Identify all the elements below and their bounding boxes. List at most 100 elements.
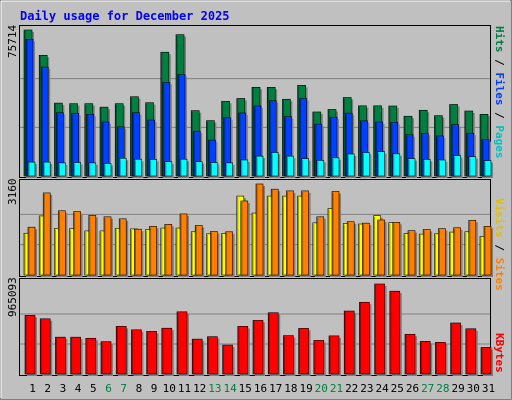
sites-bar bbox=[316, 216, 325, 276]
sites-bar bbox=[377, 219, 385, 276]
pages-bar bbox=[377, 151, 385, 177]
legend-top: Hits / Files / Pages bbox=[493, 26, 506, 159]
kbytes-bar bbox=[39, 318, 51, 375]
sites-bar bbox=[286, 190, 294, 276]
kbytes-bar bbox=[343, 310, 355, 375]
kbytes-bar bbox=[328, 335, 340, 375]
panel-mid bbox=[20, 183, 493, 277]
pages-bar bbox=[164, 161, 173, 177]
pages-bar bbox=[240, 159, 249, 177]
sites-bar bbox=[149, 226, 157, 276]
pages-bar bbox=[149, 159, 157, 177]
kbytes-bar bbox=[161, 327, 173, 375]
sites-bar bbox=[392, 222, 401, 276]
x-tick-label: 9 bbox=[151, 382, 158, 395]
panel-top bbox=[20, 29, 493, 179]
legend-mid: Visits / Sites bbox=[493, 198, 506, 291]
kbytes-bar bbox=[450, 322, 461, 375]
x-tick-label: 8 bbox=[136, 382, 143, 395]
sites-bar bbox=[362, 222, 370, 276]
pages-bar bbox=[483, 160, 492, 177]
sites-bar bbox=[346, 221, 355, 276]
pages-bar bbox=[362, 152, 370, 177]
sites-bar bbox=[240, 200, 249, 276]
kbytes-bar bbox=[100, 341, 112, 375]
sites-bar bbox=[58, 210, 66, 276]
kbytes-bar bbox=[465, 328, 477, 375]
top-max-label: 75714 bbox=[6, 25, 19, 58]
kbytes-bar bbox=[24, 315, 36, 375]
sites-bar bbox=[42, 192, 51, 276]
legend-kbytes: KBytes bbox=[493, 333, 506, 373]
x-tick-label: 14 bbox=[223, 382, 237, 395]
x-tick-label: 26 bbox=[406, 382, 419, 395]
kbytes-bar bbox=[70, 336, 81, 375]
pages-bar bbox=[270, 152, 279, 177]
sites-bar bbox=[331, 191, 340, 276]
sites-bar bbox=[210, 231, 218, 276]
sites-bar bbox=[88, 215, 97, 276]
kbytes-bar bbox=[374, 283, 385, 375]
x-tick-label: 22 bbox=[345, 382, 358, 395]
x-tick-label: 6 bbox=[105, 382, 112, 395]
kbytes-bar bbox=[252, 320, 264, 375]
x-tick-label: 31 bbox=[482, 382, 495, 395]
kbytes-bar bbox=[404, 333, 416, 375]
legend-pages: Pages bbox=[493, 125, 506, 158]
x-tick-label: 21 bbox=[330, 382, 343, 395]
x-tick-label: 28 bbox=[436, 382, 449, 395]
pages-bar bbox=[392, 153, 401, 177]
sites-bar bbox=[164, 224, 173, 276]
kbytes-bar bbox=[85, 337, 97, 375]
legend-hits: Hits bbox=[493, 26, 506, 53]
x-tick-label: 25 bbox=[391, 382, 404, 395]
x-tick-label: 13 bbox=[208, 382, 221, 395]
sites-bar bbox=[27, 226, 36, 276]
kbytes-bar bbox=[480, 347, 492, 375]
x-tick-label: 7 bbox=[120, 382, 127, 395]
kbytes-bar bbox=[298, 328, 309, 375]
x-tick-label: 17 bbox=[269, 382, 282, 395]
pages-bar bbox=[438, 159, 446, 177]
sites-bar bbox=[103, 216, 112, 276]
pages-bar bbox=[103, 163, 112, 177]
sites-bar bbox=[453, 227, 461, 276]
pages-bar bbox=[331, 157, 340, 177]
legend-sites: Sites bbox=[493, 258, 506, 291]
kbytes-bar bbox=[283, 335, 294, 375]
kbytes-bar bbox=[131, 329, 142, 375]
legend-sep-2: / bbox=[493, 112, 506, 119]
x-tick-label: 1 bbox=[29, 382, 36, 395]
pages-bar bbox=[301, 158, 309, 177]
sites-bar bbox=[255, 183, 264, 276]
sites-bar bbox=[118, 218, 127, 276]
bot-max-label: 965093 bbox=[6, 277, 19, 317]
chart-title: Daily usage for December 2025 bbox=[20, 9, 230, 23]
x-tick-label: 16 bbox=[254, 382, 267, 395]
pages-bar bbox=[453, 155, 461, 177]
pages-bar bbox=[422, 159, 431, 177]
kbytes-bar bbox=[207, 336, 218, 375]
pages-bar bbox=[118, 157, 127, 177]
legend-bot: KBytes bbox=[493, 333, 506, 373]
pages-bar bbox=[407, 158, 416, 177]
x-tick-label: 15 bbox=[239, 382, 252, 395]
pages-bar bbox=[58, 162, 66, 177]
x-tick-label: 5 bbox=[90, 382, 97, 395]
x-tick-label: 11 bbox=[178, 382, 191, 395]
x-tick-label: 10 bbox=[163, 382, 176, 395]
pages-bar bbox=[225, 162, 233, 177]
sites-bar bbox=[407, 230, 416, 276]
kbytes-bar bbox=[146, 331, 157, 375]
pages-bar bbox=[73, 162, 81, 177]
mid-max-label: 3160 bbox=[6, 179, 19, 206]
sites-bar bbox=[179, 213, 188, 276]
legend-sep-1: / bbox=[493, 59, 506, 66]
sites-bar bbox=[301, 190, 309, 276]
legend-files: Files bbox=[493, 72, 506, 105]
sites-bar bbox=[483, 226, 492, 276]
pages-bar bbox=[286, 155, 294, 177]
x-tick-label: 23 bbox=[360, 382, 373, 395]
pages-bar bbox=[134, 158, 142, 177]
